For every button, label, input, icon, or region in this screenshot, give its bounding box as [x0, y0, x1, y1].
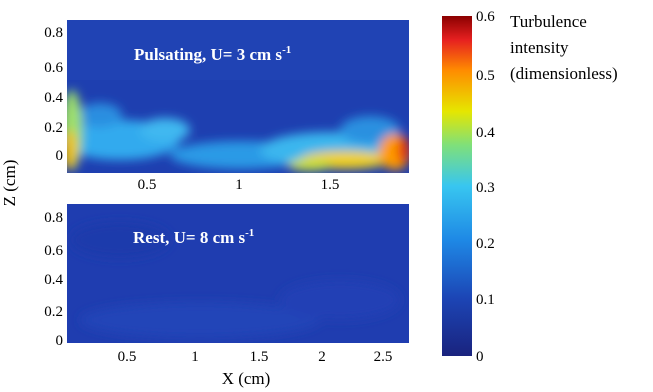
top-y-tick-label: 0: [56, 148, 64, 164]
top-y-tick-label: 0.8: [44, 25, 63, 41]
bottom-y-tick-label: 0.6: [44, 243, 63, 259]
top-turbulence-region: [288, 159, 332, 171]
top-x-tick-label: 1: [235, 177, 243, 193]
top-turbulence-region: [140, 118, 190, 142]
colorbar-tick-label: 0.2: [476, 236, 495, 252]
colorbar-tick-label: 0.5: [476, 68, 495, 84]
y-axis-title: Z (cm): [0, 160, 19, 207]
top-turbulence-region: [340, 116, 400, 144]
bottom-x-tick-label: 2.5: [374, 349, 393, 365]
top-y-tick-label: 0.6: [44, 60, 63, 76]
bottom-y-tick-label: 0.8: [44, 210, 63, 226]
colorbar-tick-label: 0.1: [476, 292, 495, 308]
bottom-heatmap-panel: Rest, U= 8 cm s-1 0.8 0.6 0.4 0.2 0 0.5 …: [44, 204, 409, 365]
top-panel-annotation: Pulsating, U= 3 cm s-1: [134, 44, 291, 64]
colorbar-tick-label: 0.4: [476, 125, 495, 141]
top-y-tick-label: 0.2: [44, 120, 63, 136]
bottom-x-tick-label: 0.5: [118, 349, 137, 365]
colorbar-gradient: [442, 16, 472, 356]
top-turbulence-region: [67, 130, 77, 170]
top-heatmap-panel: Pulsating, U= 3 cm s-1 0.8 0.6 0.4 0.2 0…: [44, 20, 409, 193]
colorbar-tick-label: 0.3: [476, 180, 495, 196]
top-y-tick-label: 0.4: [44, 90, 63, 106]
colorbar-title-line: intensity: [510, 38, 569, 57]
bottom-x-tick-label: 2: [318, 349, 326, 365]
top-turbulence-region: [398, 136, 409, 164]
bottom-turbulence-region: [280, 280, 400, 320]
bottom-turbulence-region: [70, 222, 170, 258]
colorbar-title-line: (dimensionless): [510, 64, 618, 83]
colorbar-tick-label: 0.6: [476, 9, 495, 25]
top-x-tick-label: 0.5: [138, 177, 157, 193]
bottom-y-tick-label: 0: [56, 333, 64, 349]
bottom-turbulence-region: [80, 302, 320, 338]
colorbar: 0.6 0.5 0.4 0.3 0.2 0.1 0 Turbulence int…: [442, 9, 618, 365]
top-x-tick-label: 1.5: [321, 177, 340, 193]
x-axis-title: X (cm): [222, 369, 271, 388]
colorbar-title-line: Turbulence: [510, 12, 587, 31]
bottom-y-tick-label: 0.4: [44, 272, 63, 288]
bottom-panel-annotation: Rest, U= 8 cm s-1: [133, 227, 254, 247]
bottom-y-tick-label: 0.2: [44, 304, 63, 320]
colorbar-tick-label: 0: [476, 349, 484, 365]
bottom-x-tick-label: 1.5: [250, 349, 269, 365]
bottom-x-tick-label: 1: [191, 349, 199, 365]
top-turbulence-region: [78, 103, 122, 127]
